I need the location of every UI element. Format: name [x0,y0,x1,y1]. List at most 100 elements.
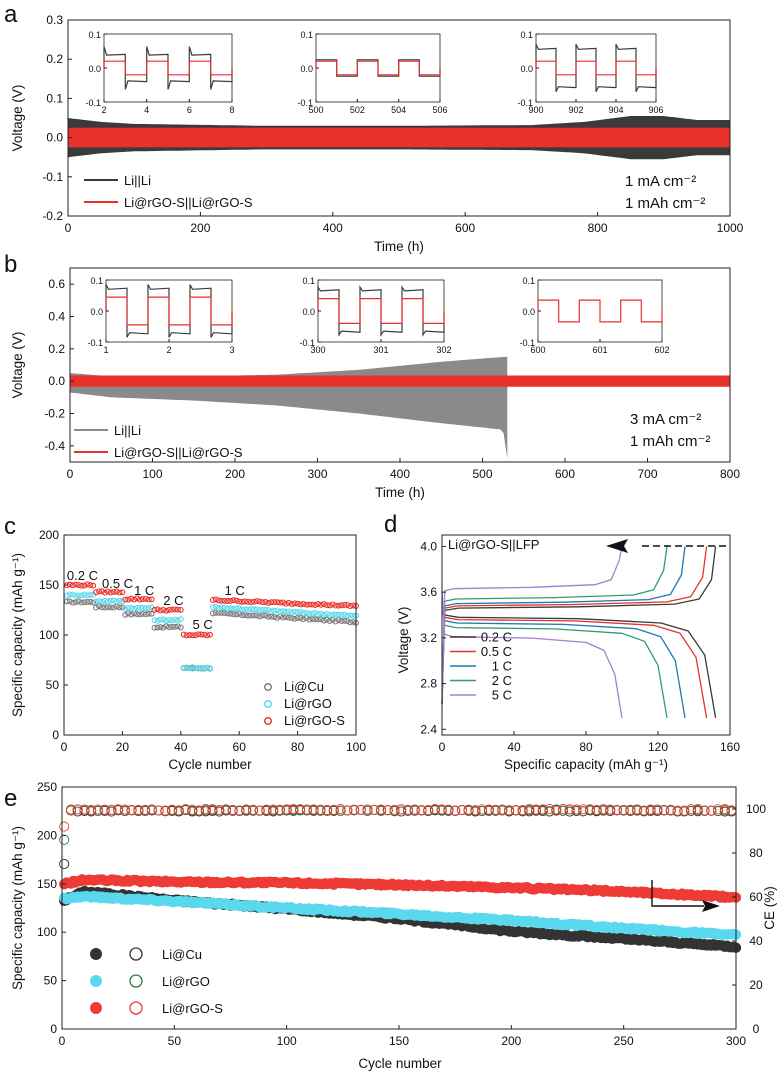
panel-c-point-li-rgo-s [221,597,228,604]
panel-a-y-tick-label: 0.0 [46,131,63,145]
panel-c-point-li-rgo [207,665,213,672]
panel-c-point-li-rgo-s [116,589,123,596]
panel-a-y-tick-label: -0.2 [42,209,63,223]
panel-c-point-li-rgo [329,611,336,618]
panel-c-point-li-cu [253,612,260,619]
panel-a-x-axis-label: Time (h) [374,239,424,254]
panel-e-ce-point-li-rgo-s [268,804,279,815]
panel-b-x-tick-label: 600 [555,467,575,481]
legend-label-li-li-b: Li||Li [114,423,141,438]
panel-c-point-li-cu [172,623,178,630]
panel-c-point-li-rgo-s [136,596,143,603]
panel-a-inset-3-y-tick-label: 0.1 [520,30,533,40]
panel-c-point-li-rgo-s [204,632,211,639]
panel-b-inset-1-x-tick-label: 2 [166,345,171,355]
panel-c-point-li-rgo-s [93,589,100,596]
panel-c-legend: Li@Cu Li@rGO Li@rGO-S [264,679,345,728]
panel-d-title: Li@rGO-S||LFP [448,537,539,552]
panel-c-point-li-rgo-s [177,606,184,613]
panel-c-x-tick-label: 100 [346,740,366,754]
panel-c-point-li-rgo [233,605,240,612]
panel-e-ce-point-li-rgo-s [551,805,562,816]
panel-b-li-rgo-s-band [70,375,730,387]
panel-c-point-li-rgo-s [294,600,301,607]
panel-c-point-li-rgo-s [84,581,91,588]
panel-e-ce-point-li-rgo-s [234,805,245,816]
panel-d-y-tick-label: 3.2 [420,631,437,645]
panel-c-point-li-rgo-s [186,632,193,638]
panel-e-ce-point-li-rgo-s [571,804,582,815]
panel-c-point-li-rgo [101,597,108,604]
panel-e-ce-point-li-rgo-s [214,805,225,816]
panel-b-inset-3-y-tick-label: 0.0 [522,307,535,317]
panel-c-point-li-rgo-s [285,599,292,606]
panel-d-y-tick-label: 2.8 [420,677,437,691]
panel-a-inset-1-li-rgo-s-trace [103,60,233,76]
panel-e-ce-point-li-rgo-s [254,805,265,816]
panel-c-point-li-rgo-s [212,596,219,603]
panel-c-point-li-rgo-s [192,632,199,639]
panel-e-ce-point-li-rgo [544,806,555,817]
panel-c-point-li-cu [218,609,225,616]
panel-a-inset-3-y-tick-label: -0.1 [517,98,533,108]
panel-a-x-ticks: 0 200 400 600 800 1000 [65,212,744,235]
panel-c-point-li-rgo-s [312,602,319,608]
panel-e-y-tick-label: 200 [37,828,57,842]
panel-e-ce-point-li-rgo-s [557,804,569,815]
panel-c-point-li-rgo [142,605,149,612]
panel-c-point-li-cu [157,624,164,631]
panel-e-x-tick-label: 200 [501,1034,521,1048]
panel-e: e 0 50 100 150 200 250 300 0 50 100 150 200 250 0 20… [4,780,777,1071]
panel-e-ce-point-li-rgo-s [645,804,656,816]
panel-e-ce-point-li-rgo-s [450,805,461,816]
panel-e-plot-data [58,803,742,953]
panel-e-ce-point-li-rgo-s [483,804,494,815]
panel-b-y-axis-label: Voltage (V) [10,332,25,399]
ce-axis-arrow-head [702,900,720,912]
panel-a-x-tick-label: 600 [455,221,475,235]
legend-label-li-rgo-s: Li@rGO-S||Li@rGO-S [124,195,253,210]
panel-e-ce-point-li-rgo-s [328,804,339,815]
panel-e-ce-point-li-rgo-s [402,804,414,816]
panel-c-point-li-cu [288,615,295,622]
panel-c-point-li-rgo [236,605,243,612]
legend-capacity-marker-li-rgo [90,975,102,987]
panel-c-point-li-rgo-s [154,606,161,613]
panel-a-inset-3-li-rgo-s-trace [535,60,657,76]
panel-e-ce-point-li-rgo-s [584,804,596,815]
panel-d-y-tick-label: 3.6 [420,585,437,599]
panel-c-point-li-rgo-s [332,602,339,609]
panel-c-point-li-rgo [84,592,91,599]
panel-c-point-li-cu [101,604,108,611]
panel-c-point-li-rgo [227,605,234,612]
panel-c-point-li-cu [87,598,94,605]
panel-a-inset-1-x-tick-label: 8 [229,105,234,115]
panel-b-inset-1-x-tick-label: 1 [103,345,108,355]
panel-c-point-li-rgo-s [245,598,251,605]
panel-a-inset-1-y-tick-label: -0.1 [85,98,101,108]
panel-c-point-li-rgo [309,610,316,617]
panel-c-point-li-cu [209,610,216,617]
ce-axis-arrow-line [651,880,704,907]
panel-c-point-li-cu [134,611,140,618]
panel-c-point-li-cu [148,610,155,617]
panel-c-point-li-rgo-s [189,632,196,639]
panel-c-point-li-cu [282,614,289,621]
panel-e-x-tick-label: 50 [168,1034,182,1048]
panel-c-point-li-rgo [63,592,70,599]
panel-e-x-tick-label: 150 [389,1034,409,1048]
panel-e-y-tick-label: 100 [37,925,57,939]
panel-b-inset-2-y-tick-label: 0.0 [302,307,315,317]
panel-c-rate-label: 2 C [163,593,183,608]
panel-e-ce-point-li-rgo-s [436,804,447,815]
panel-c-point-li-rgo [151,617,158,624]
panel-c-point-li-rgo-s [72,581,79,588]
panel-e-ce-point-li-rgo-s [167,804,178,815]
panel-d-x-tick-label: 80 [579,740,593,754]
panel-c-point-li-rgo-s [274,599,281,606]
panel-a-y-ticks: -0.2 -0.1 0.0 0.1 0.2 0.3 [42,13,72,223]
panel-c-point-li-rgo [306,610,313,617]
panel-c-point-li-cu [300,616,307,623]
legend-label-li-li: Li||Li [124,173,151,188]
